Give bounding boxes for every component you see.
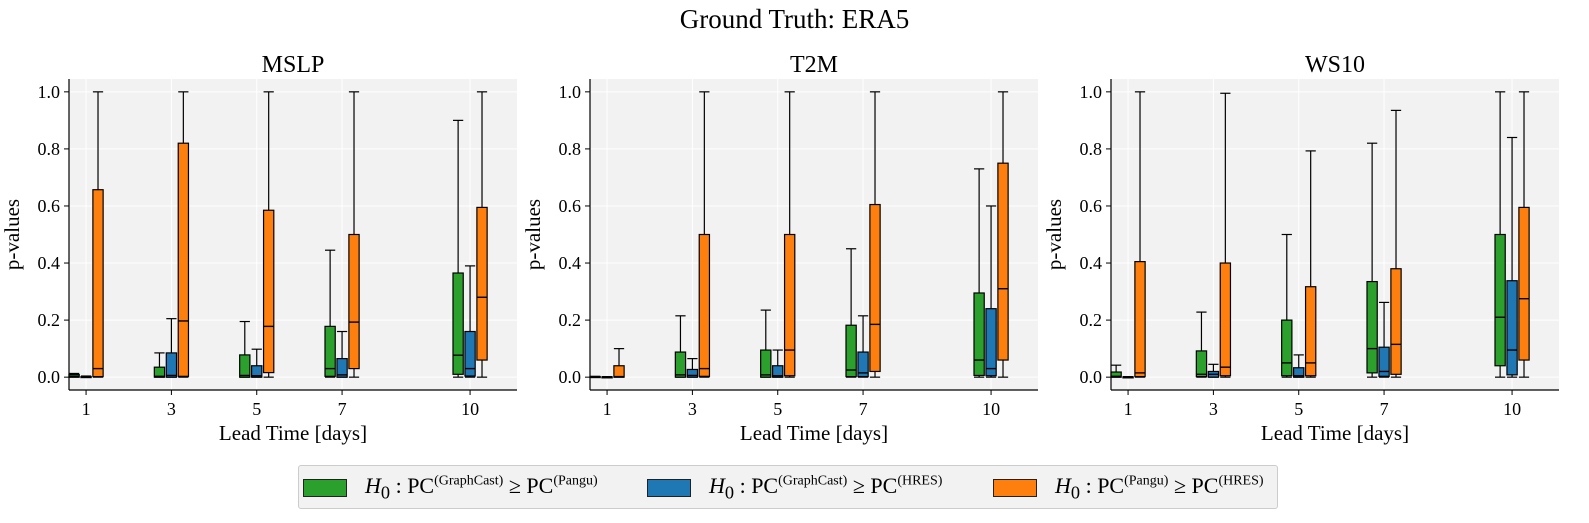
x-tick-label: 10 (1503, 399, 1521, 419)
box (783, 233, 796, 377)
panel-title: MSLP (262, 52, 325, 78)
legend-swatch-blue (647, 479, 691, 497)
legend-item-graphcast-pangu: H0 : PC(GraphCast) ≥ PC(Pangu) (303, 472, 598, 503)
box (1506, 280, 1518, 376)
y-tick-label: 1.0 (38, 82, 61, 102)
box (686, 368, 699, 378)
box (1293, 367, 1305, 378)
y-tick-label: 0.6 (559, 196, 582, 216)
x-tick-label: 5 (252, 399, 261, 419)
y-tick-label: 0.8 (38, 139, 61, 159)
legend-label: H0 : PC(GraphCast) ≥ PC(HRES) (709, 472, 943, 503)
y-tick-label: 0.8 (559, 139, 582, 159)
y-tick-label: 0.0 (559, 367, 582, 387)
y-tick-label: 0.4 (559, 253, 582, 273)
box (262, 209, 275, 374)
box (760, 349, 772, 378)
box (165, 352, 178, 378)
y-tick-label: 0.2 (1080, 310, 1103, 330)
box (772, 365, 784, 378)
box (1281, 319, 1293, 377)
x-tick-label: 7 (338, 399, 347, 419)
x-tick-label: 3 (1209, 399, 1218, 419)
legend-label: H0 : PC(Pangu) ≥ PC(HRES) (1055, 472, 1264, 503)
x-tick-label: 1 (603, 399, 612, 419)
y-tick-label: 0.6 (38, 196, 61, 216)
box (464, 330, 476, 377)
box (1195, 350, 1208, 378)
x-tick-label: 10 (461, 399, 479, 419)
box (845, 324, 857, 378)
y-tick-label: 0.0 (38, 367, 61, 387)
x-tick-label: 1 (1124, 399, 1133, 419)
panel-title: WS10 (1305, 52, 1365, 78)
box (1390, 268, 1402, 375)
box (613, 365, 625, 378)
box (1378, 346, 1390, 377)
legend-item-pangu-hres: H0 : PC(Pangu) ≥ PC(HRES) (993, 472, 1264, 503)
box (674, 351, 687, 378)
box (239, 354, 251, 378)
y-tick-label: 0.6 (1080, 196, 1103, 216)
y-tick-label: 0.4 (38, 253, 61, 273)
box (857, 351, 869, 378)
legend-swatch-green (303, 479, 347, 497)
x-tick-label: 7 (859, 399, 868, 419)
box (985, 308, 997, 377)
box (1134, 261, 1146, 378)
x-tick-label: 3 (167, 399, 176, 419)
panel-title: T2M (790, 52, 838, 78)
legend-label: H0 : PC(GraphCast) ≥ PC(Pangu) (365, 472, 598, 503)
box (973, 292, 985, 377)
y-tick-label: 0.4 (1080, 253, 1103, 273)
box (1494, 233, 1506, 367)
y-tick-label: 0.2 (559, 310, 582, 330)
x-tick-label: 7 (1380, 399, 1389, 419)
y-tick-label: 0.8 (1080, 139, 1103, 159)
legend-swatch-orange (993, 479, 1037, 497)
x-axis-label: Lead Time [days] (219, 421, 367, 445)
x-axis-label: Lead Time [days] (1261, 421, 1409, 445)
plot-background (590, 79, 1038, 390)
box (1219, 262, 1232, 377)
box (153, 366, 166, 378)
box (1518, 206, 1530, 361)
box (251, 365, 263, 378)
box (869, 203, 881, 373)
box (348, 233, 360, 370)
legend-item-graphcast-hres: H0 : PC(GraphCast) ≥ PC(HRES) (647, 472, 943, 503)
box (324, 325, 336, 377)
box (452, 272, 464, 375)
x-tick-label: 1 (82, 399, 91, 419)
box (1366, 280, 1378, 374)
x-axis-label: Lead Time [days] (740, 421, 888, 445)
y-tick-label: 1.0 (559, 82, 582, 102)
y-tick-label: 0.0 (1080, 367, 1103, 387)
y-axis-label: p-values (521, 199, 545, 270)
box (336, 358, 348, 378)
figure-title: Ground Truth: ERA5 (679, 4, 910, 34)
x-tick-label: 5 (1294, 399, 1303, 419)
x-tick-label: 10 (982, 399, 1000, 419)
box (476, 206, 488, 361)
box (92, 189, 104, 378)
x-tick-label: 5 (773, 399, 782, 419)
y-tick-label: 1.0 (1080, 82, 1103, 102)
plot-background (1111, 79, 1559, 390)
y-axis-label: p-values (1042, 199, 1066, 270)
y-axis-label: p-values (0, 199, 24, 270)
legend: H0 : PC(GraphCast) ≥ PC(Pangu) H0 : PC(G… (298, 465, 1278, 509)
y-tick-label: 0.2 (38, 310, 61, 330)
x-tick-label: 3 (688, 399, 697, 419)
box (698, 233, 711, 377)
plot-background (69, 79, 517, 390)
box (997, 162, 1009, 361)
box (1304, 286, 1317, 377)
box (177, 142, 190, 377)
